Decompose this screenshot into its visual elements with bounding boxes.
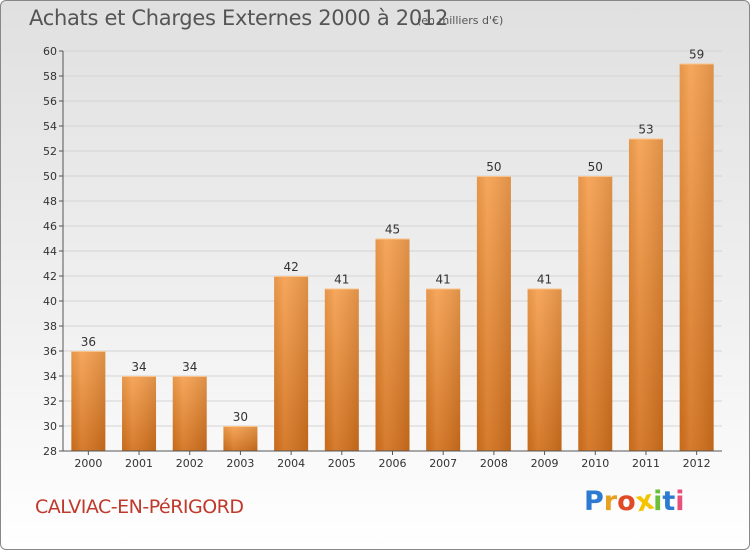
bar-value-label: 42 [283,260,298,274]
x-tick-label: 2000 [74,457,102,470]
x-tick-label: 2001 [125,457,153,470]
bar-shade [172,376,207,451]
chart-title: Achats et Charges Externes 2000 à 2012 [29,6,449,30]
y-tick-label: 54 [43,120,57,133]
y-tick-label: 58 [43,70,57,83]
bar-value-label: 36 [81,335,96,349]
x-tick-label: 2002 [176,457,204,470]
brand-letter: r [603,486,618,517]
y-tick-label: 40 [43,295,57,308]
chart-subtitle: (en milliers d'€) [417,14,504,27]
axes: 28 30 32 34 36 38 40 42 44 46 48 50 52 54 56 58 60 2000 20… [43,45,722,470]
bar-value-label: 41 [537,273,552,287]
brand-letter: o [617,486,636,517]
y-tick-label: 34 [43,370,57,383]
x-tick-label: 2009 [531,457,559,470]
y-tick-label: 50 [43,170,57,183]
bar-value-label: 34 [182,360,197,374]
brand-letter: t [662,486,676,517]
bar-shade [274,276,309,451]
brand-logo: Proxiti [584,485,685,519]
y-tick-label: 36 [43,345,57,358]
bar-value-label: 59 [689,48,704,62]
y-tick-label: 60 [43,45,57,58]
bar-shade [628,138,663,451]
y-tick-label: 48 [43,195,57,208]
bar-value-label: 53 [638,123,653,137]
x-tick-label: 2010 [581,457,609,470]
y-tick-label: 32 [43,395,57,408]
x-tick-label: 2007 [429,457,457,470]
x-tick-label: 2006 [379,457,407,470]
bar-shade [122,376,157,451]
bar-value-label: 50 [588,160,603,174]
x-tick-label: 2008 [480,457,508,470]
value-labels: 36 34 34 30 42 41 45 41 50 41 50 53 59 [81,48,705,425]
bar-shade [324,288,359,451]
y-tick-label: 44 [43,245,57,258]
x-tick-label: 2004 [277,457,305,470]
bar-value-label: 45 [385,223,400,237]
bars [71,63,714,451]
brand-letter: P [584,486,604,517]
brand-letter: i [653,486,663,517]
x-tick-label: 2012 [683,457,711,470]
bar-shade [223,426,258,451]
commune-name: CALVIAC-EN-PéRIGORD [35,496,244,518]
bar-shade [679,63,714,451]
y-tick-label: 38 [43,320,57,333]
bar-value-label: 50 [486,160,501,174]
bar-shade [476,176,511,451]
y-tick-label: 30 [43,420,57,433]
x-tick-label: 2005 [328,457,356,470]
bar-shade [578,176,613,451]
bar-shade [71,351,106,451]
y-tick-label: 28 [43,445,57,458]
bar-shade [426,288,461,451]
bar-shade [375,238,410,451]
y-tick-label: 56 [43,95,57,108]
x-tick-label: 2003 [226,457,254,470]
y-tick-label: 46 [43,220,57,233]
brand-letter: i [675,486,685,517]
bar-value-label: 41 [334,273,349,287]
x-tick-label: 2011 [632,457,660,470]
bar-value-label: 30 [233,410,248,424]
bar-value-label: 41 [436,273,451,287]
bar-shade [527,288,562,451]
y-tick-label: 52 [43,145,57,158]
y-tick-label: 42 [43,270,57,283]
bar-value-label: 34 [131,360,146,374]
